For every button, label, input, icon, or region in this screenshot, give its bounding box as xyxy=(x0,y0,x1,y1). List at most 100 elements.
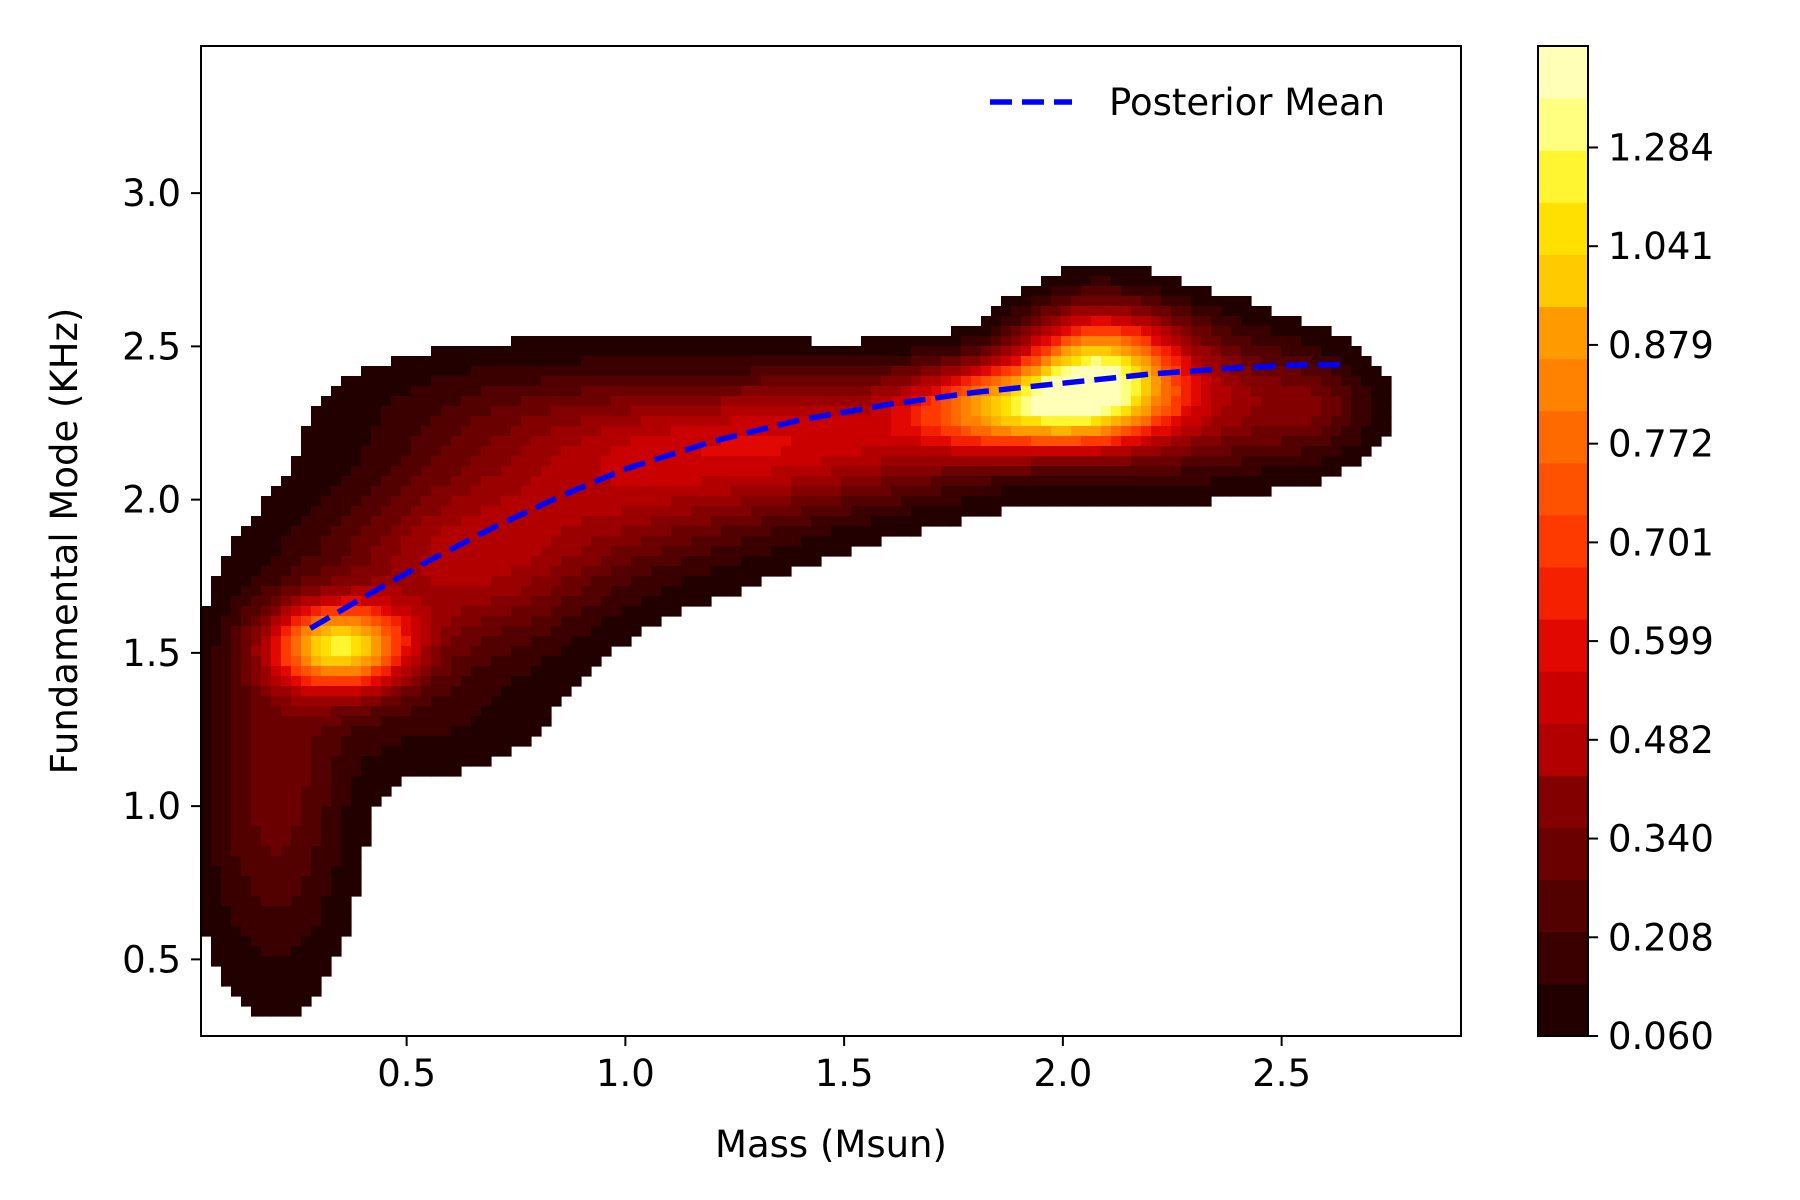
density-cell xyxy=(211,736,222,747)
density-cell xyxy=(741,396,752,407)
density-cell xyxy=(291,926,302,937)
density-cell xyxy=(291,786,302,797)
density-cell xyxy=(331,586,342,597)
density-cell xyxy=(901,366,912,377)
density-cell xyxy=(1031,426,1042,437)
density-cell xyxy=(421,676,432,687)
density-cell xyxy=(1031,496,1042,507)
density-cell xyxy=(341,706,352,717)
density-cell xyxy=(1191,306,1202,317)
density-cell xyxy=(931,436,942,447)
density-cell xyxy=(1091,426,1102,437)
density-cell xyxy=(761,336,772,347)
density-cell xyxy=(851,416,862,427)
density-cell xyxy=(691,516,702,527)
density-cell xyxy=(381,616,392,627)
density-cell xyxy=(311,806,322,817)
density-cell xyxy=(351,616,362,627)
density-cell xyxy=(321,896,332,907)
density-cell xyxy=(371,376,382,387)
density-cell xyxy=(571,426,582,437)
density-cell xyxy=(1121,466,1132,477)
density-cell xyxy=(531,416,542,427)
density-cell xyxy=(831,536,842,547)
density-cell xyxy=(491,466,502,477)
density-cell xyxy=(291,506,302,517)
colorbar-band xyxy=(1538,514,1588,568)
density-cell xyxy=(451,506,462,517)
density-cell xyxy=(901,506,912,517)
density-cell xyxy=(501,446,512,457)
density-cell xyxy=(211,726,222,737)
density-cell xyxy=(961,386,972,397)
density-cell xyxy=(221,926,232,937)
density-cell xyxy=(1241,476,1252,487)
density-cell xyxy=(571,346,582,357)
density-cell xyxy=(871,516,882,527)
density-cell xyxy=(601,366,612,377)
density-cell xyxy=(1261,406,1272,417)
density-cell xyxy=(1081,346,1092,357)
density-cell xyxy=(441,596,452,607)
density-cell xyxy=(581,416,592,427)
density-cell xyxy=(381,446,392,457)
density-cell xyxy=(801,496,812,507)
density-cell xyxy=(341,406,352,417)
density-cell xyxy=(301,946,312,957)
density-cell xyxy=(271,706,282,717)
density-cell xyxy=(1271,416,1282,427)
density-cell xyxy=(911,416,922,427)
density-cell xyxy=(931,466,942,477)
density-cell xyxy=(211,886,222,897)
density-cell xyxy=(321,626,332,637)
density-cell xyxy=(1311,366,1322,377)
density-cell xyxy=(591,606,602,617)
density-cell xyxy=(1011,456,1022,467)
density-cell xyxy=(321,726,332,737)
density-cell xyxy=(991,446,1002,457)
density-cell xyxy=(1111,416,1122,427)
density-cell xyxy=(801,366,812,377)
density-cell xyxy=(1221,446,1232,457)
density-cell xyxy=(611,596,622,607)
density-cell xyxy=(1251,446,1262,457)
density-cell xyxy=(1261,436,1272,447)
density-cell xyxy=(1031,486,1042,497)
density-cell xyxy=(401,536,412,547)
density-cell xyxy=(541,476,552,487)
density-cell xyxy=(331,816,342,827)
density-cell xyxy=(661,506,672,517)
density-cell xyxy=(361,736,372,747)
density-cell xyxy=(261,746,272,757)
density-cell xyxy=(261,666,272,677)
density-cell xyxy=(251,606,262,617)
density-cell xyxy=(391,416,402,427)
density-cell xyxy=(251,966,262,977)
density-cell xyxy=(471,486,482,497)
density-cell xyxy=(231,586,242,597)
density-cell xyxy=(691,436,702,447)
density-cell xyxy=(701,466,712,477)
density-cell xyxy=(371,416,382,427)
density-cell xyxy=(1351,346,1362,357)
density-cell xyxy=(581,576,592,587)
density-cell xyxy=(361,596,372,607)
density-cell xyxy=(311,796,322,807)
density-cell xyxy=(441,396,452,407)
density-cell xyxy=(431,506,442,517)
density-cell xyxy=(1151,276,1162,287)
density-cell xyxy=(591,396,602,407)
density-cell xyxy=(261,786,272,797)
density-cell xyxy=(1171,476,1182,487)
density-cell xyxy=(471,576,482,587)
density-cell xyxy=(411,536,422,547)
density-cell xyxy=(931,416,942,427)
density-cell xyxy=(521,626,532,637)
density-cell xyxy=(711,526,722,537)
density-cell xyxy=(601,446,612,457)
density-cell xyxy=(1161,456,1172,467)
density-cell xyxy=(1331,426,1342,437)
density-cell xyxy=(961,336,972,347)
density-cell xyxy=(861,346,872,357)
density-cell xyxy=(471,756,482,767)
